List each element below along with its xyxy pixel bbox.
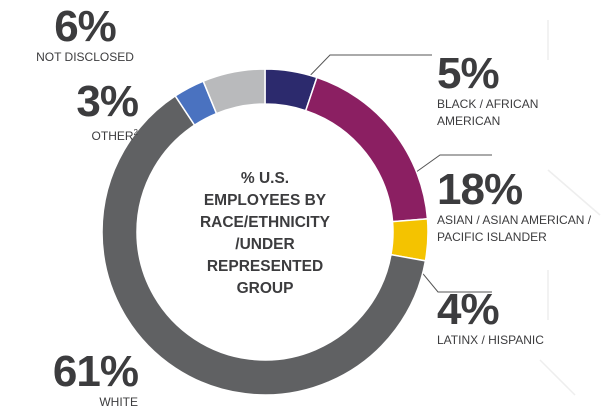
value-label: 4% xyxy=(437,285,500,334)
category-text: LATINX / HISPANIC xyxy=(437,333,544,347)
segment-label: 3% OTHER2 xyxy=(20,77,139,145)
category-text: WHITE xyxy=(99,395,138,409)
center-title-line: % U.S. xyxy=(240,170,290,187)
donut-segment xyxy=(202,68,266,115)
segment-label: 61% WHITE xyxy=(20,347,139,411)
category-text: ASIAN / ASIAN AMERICAN / PACIFIC ISLANDE… xyxy=(437,213,592,244)
center-title: % U.S. EMPLOYEES BY RACE/ETHNICITY/UNDER RE… xyxy=(165,168,365,300)
decor-line xyxy=(547,169,601,216)
footnote-marker: 2 xyxy=(133,128,138,137)
value-label: 18% xyxy=(437,165,523,214)
decor-line xyxy=(539,359,576,396)
category-text: NOT DISCLOSED xyxy=(36,50,134,64)
category-label: BLACK / AFRICAN AMERICAN xyxy=(437,96,577,130)
segment-label: 4% LATINX / HISPANIC xyxy=(437,288,587,349)
center-title-line: RACE/ETHNICITY xyxy=(199,214,331,231)
category-label: LATINX / HISPANIC xyxy=(437,332,587,349)
category-label: ASIAN / ASIAN AMERICAN / PACIFIC ISLANDE… xyxy=(437,212,615,246)
center-title-line: REPRESENTED xyxy=(206,258,324,275)
category-text: OTHER xyxy=(91,129,134,143)
center-title-line: EMPLOYEES BY xyxy=(203,192,327,209)
donut-segment xyxy=(101,94,427,396)
center-title-line: /UNDER xyxy=(235,236,295,253)
value-label: 3% xyxy=(76,77,139,126)
segment-label: 18% ASIAN / ASIAN AMERICAN / PACIFIC ISLA… xyxy=(437,168,615,246)
decor xyxy=(539,20,601,396)
category-label: NOT DISCLOSED xyxy=(25,49,145,66)
category-label: WHITE xyxy=(20,394,138,411)
category-label: OTHER2 xyxy=(20,124,138,145)
value-label: 6% xyxy=(54,2,117,51)
donut-segment xyxy=(390,218,429,262)
category-text: BLACK / AFRICAN AMERICAN xyxy=(437,97,539,128)
center-title-line: GROUP xyxy=(236,280,294,297)
value-label: 5% xyxy=(437,49,500,98)
value-label: 61% xyxy=(52,347,139,396)
segment-label: 6% NOT DISCLOSED xyxy=(25,5,145,66)
segment-label: 5% BLACK / AFRICAN AMERICAN xyxy=(437,52,577,130)
